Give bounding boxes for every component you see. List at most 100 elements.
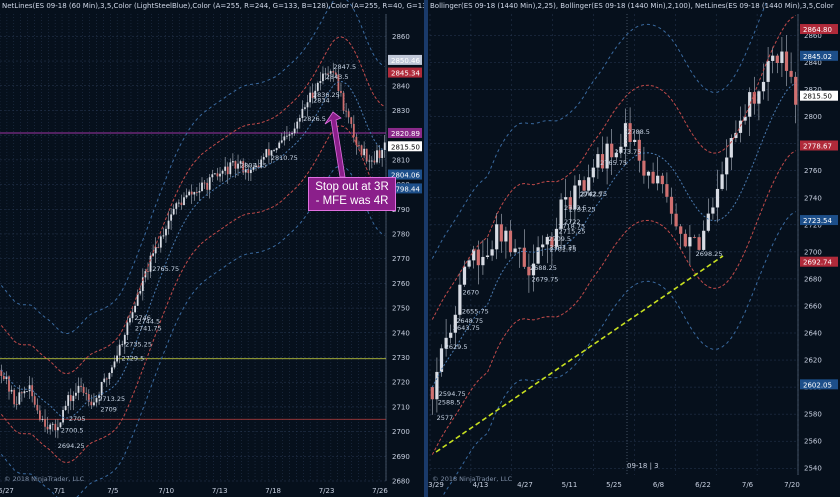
candle [642, 160, 646, 176]
net-line-label: 2718.75 [558, 223, 585, 231]
left-chart-panel[interactable]: NetLines(ES 09-18 (60 Min),3,5,Color (Li… [0, 0, 424, 497]
candle [193, 192, 196, 195]
y-tick-label: 2640 [804, 330, 822, 338]
candle [720, 174, 724, 189]
candle [56, 427, 59, 431]
candle [311, 92, 314, 99]
candle [87, 394, 90, 402]
right-chart-svg[interactable]: 2860284028202800278027602740272027002680… [428, 0, 840, 497]
x-tick-label: 7/26 [372, 487, 388, 495]
left-chart-svg[interactable]: 2860285028402830282028102800279027802770… [0, 0, 424, 497]
y-tick-label: 2840 [804, 59, 822, 67]
net-line-label: 2732.5 [564, 204, 587, 212]
candle [610, 143, 614, 158]
candle [38, 410, 41, 420]
net-line-label: 2765.75 [600, 159, 627, 167]
bollinger-outer-upper-band [0, 0, 385, 335]
net-line-label: 2655.75 [462, 308, 489, 316]
net-line-label: 2594.75 [439, 390, 466, 398]
x-tick-label: 6/8 [653, 481, 664, 489]
net-line-label: 2847.5 [333, 63, 356, 71]
y-tick-label: 2860 [392, 33, 410, 41]
x-tick-label: 5/25 [606, 481, 622, 489]
candle [587, 177, 591, 191]
candle [637, 139, 641, 161]
candle [98, 395, 100, 398]
candle [134, 305, 137, 313]
candle [82, 386, 85, 393]
net-line-label: 2700.5 [61, 426, 84, 434]
candle [172, 208, 175, 215]
bollinger-upper-band [431, 15, 796, 320]
candle [268, 149, 270, 156]
candle [363, 148, 366, 156]
candle [444, 337, 448, 349]
net-line-label: 2836.25 [313, 91, 340, 99]
candle [219, 173, 221, 177]
net-line-label: 2713.25 [98, 395, 125, 403]
candle [495, 224, 499, 250]
candle [206, 182, 209, 190]
candle [345, 110, 348, 112]
candle [2, 376, 5, 380]
price-tag-label: 2692.74 [803, 259, 832, 267]
candle [255, 165, 257, 168]
net-line-label: 2843.5 [326, 73, 349, 81]
candle [113, 361, 116, 368]
panel-divider[interactable] [424, 0, 428, 497]
candle [596, 154, 600, 168]
candle [296, 121, 299, 129]
candle [278, 142, 281, 149]
candle [15, 404, 18, 406]
y-tick-label: 2810 [392, 156, 410, 164]
y-tick-label: 2760 [392, 280, 410, 288]
candle [203, 182, 206, 184]
candle [476, 249, 480, 266]
candle [725, 157, 729, 175]
price-tag [800, 24, 838, 35]
candle [72, 395, 75, 402]
candle [314, 90, 317, 99]
net-line-label: 2731.25 [569, 206, 596, 214]
candle [152, 253, 155, 256]
candle [67, 395, 70, 406]
candle [322, 73, 324, 82]
candle [550, 236, 554, 247]
candle [304, 107, 306, 109]
candle [334, 72, 337, 75]
candle [545, 236, 549, 245]
candle [559, 199, 563, 229]
candle [129, 318, 131, 323]
candle [270, 150, 273, 156]
net-line-label: 2729.5 [122, 355, 145, 363]
candle [257, 165, 260, 168]
price-tag [800, 215, 838, 226]
y-tick-label: 2750 [392, 305, 410, 313]
candle [198, 191, 201, 193]
net-line-label: 2694.25 [58, 442, 85, 450]
bollinger-mid-band [431, 82, 796, 388]
candle [605, 143, 609, 169]
candle [504, 230, 508, 242]
candle [286, 135, 288, 137]
candle [490, 249, 494, 256]
candle [221, 170, 224, 174]
candle [692, 237, 697, 238]
candle [33, 396, 36, 405]
right-chart-panel[interactable]: Bollinger(ES 09-18 (1440 Min),2,25), Bol… [428, 0, 840, 497]
candle [499, 224, 503, 242]
candle [554, 228, 559, 247]
candle [628, 123, 632, 142]
candle [147, 271, 149, 272]
candle [527, 266, 531, 276]
candle [280, 140, 283, 143]
price-tag-label: 2845.02 [803, 53, 832, 61]
net-line-label: 2765.75 [152, 265, 179, 273]
net-line-label: 2698.25 [696, 250, 723, 258]
candle [513, 248, 517, 253]
x-tick-label: 3/29 [428, 481, 444, 489]
x-tick-label: 7/20 [784, 481, 800, 489]
candle [298, 117, 301, 122]
candle [568, 197, 572, 210]
net-line-label: 2773.75 [614, 148, 641, 156]
